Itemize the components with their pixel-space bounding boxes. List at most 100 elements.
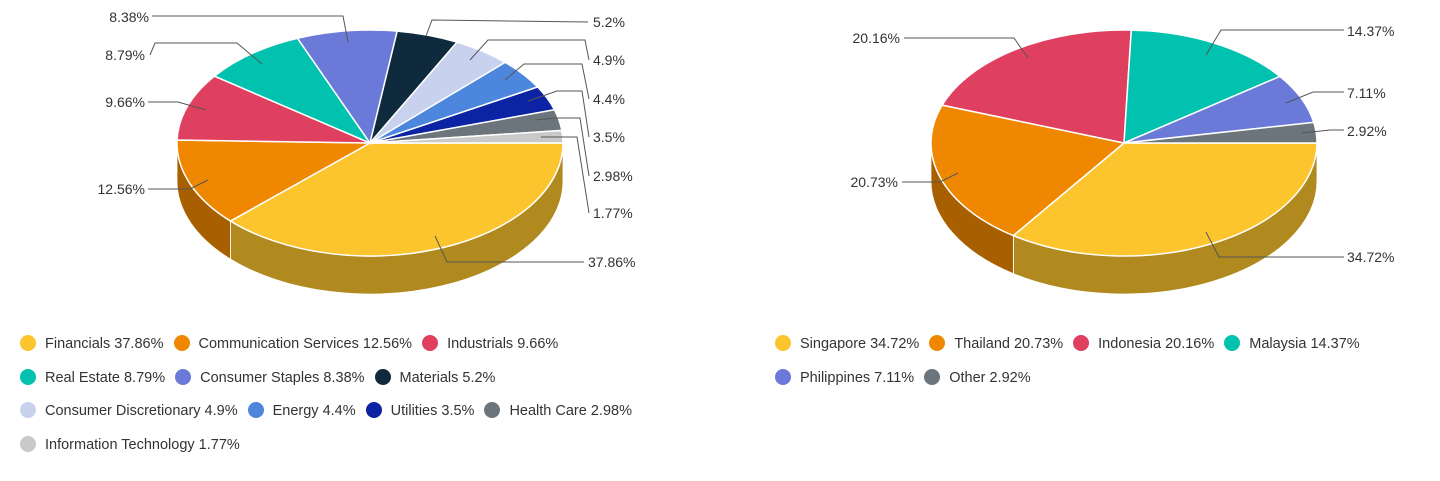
leader-line-other bbox=[1301, 129, 1344, 134]
sector-legend: Financials 37.86% Communication Services … bbox=[20, 328, 642, 462]
legend-item-singapore[interactable]: Singapore 34.72% bbox=[775, 328, 919, 362]
pie-callouts: 34.72% 20.73% 20.16% 14.37% 7.11% 2.92% bbox=[851, 23, 1395, 265]
legend-swatch bbox=[422, 335, 439, 351]
pie-chart-2: 34.72% 20.73% 20.16% 14.37% 7.11% 2.92% bbox=[851, 23, 1395, 295]
legend-label: Health Care 2.98% bbox=[509, 403, 632, 419]
legend-label: Singapore 34.72% bbox=[800, 336, 920, 352]
legend-label: Energy 4.4% bbox=[272, 403, 356, 419]
data-label-materials: 5.2% bbox=[593, 14, 625, 30]
pie-slice-industrials[interactable] bbox=[176, 75, 371, 144]
legend-label: Malaysia 14.37% bbox=[1249, 336, 1360, 352]
leader-line-indonesia bbox=[904, 37, 1029, 59]
data-label-other: 2.92% bbox=[1347, 123, 1387, 139]
legend-label: Other 2.92% bbox=[949, 369, 1031, 386]
leader-line-information-technology bbox=[541, 136, 590, 214]
legend-row: Real Estate 8.79% Consumer Staples 8.38% M… bbox=[20, 362, 642, 396]
legend-swatch bbox=[374, 368, 391, 385]
legend-item-consumer-staples[interactable]: Consumer Staples 8.38% bbox=[175, 362, 365, 396]
pie-slice-thailand[interactable] bbox=[930, 104, 1126, 237]
legend-item-indonesia[interactable]: Indonesia 20.16% bbox=[1073, 328, 1214, 362]
legend-swatch bbox=[175, 368, 192, 385]
pie-callouts: 37.86% 12.56% 9.66% 8.79% 8.38% 5.2% 4.9% 4.4% 3… bbox=[98, 9, 636, 270]
data-label-industrials: 9.66% bbox=[105, 94, 145, 110]
data-label-malaysia: 14.37% bbox=[1347, 23, 1394, 39]
leader-line-consumer-discretionary bbox=[469, 39, 590, 61]
data-label-energy: 4.4% bbox=[593, 91, 625, 107]
legend-row: Information Technology 1.77% bbox=[20, 429, 642, 463]
leader-line-thailand bbox=[902, 172, 959, 183]
legend-swatch bbox=[924, 368, 941, 385]
legend-label: Philippines 7.11% bbox=[800, 369, 915, 386]
pie-slice-financials[interactable] bbox=[228, 142, 564, 257]
leader-line-energy bbox=[504, 63, 590, 100]
legend-row: Singapore 34.72% Thailand 20.73% Indonesia… bbox=[775, 328, 1370, 362]
legend-label: Information Technology 1.77% bbox=[45, 436, 240, 453]
pie-slice-consumer-staples[interactable] bbox=[296, 29, 399, 145]
legend-label: Real Estate 8.79% bbox=[45, 369, 166, 386]
legend-label: Indonesia 20.16% bbox=[1098, 336, 1215, 352]
leader-line-materials bbox=[425, 19, 589, 37]
legend-swatch bbox=[20, 402, 36, 418]
legend-label: Thailand 20.73% bbox=[954, 336, 1064, 352]
legend-label: Utilities 3.5% bbox=[390, 403, 475, 419]
legend-swatch bbox=[20, 368, 36, 385]
legend-item-communication-services[interactable]: Communication Services 12.56% bbox=[173, 328, 413, 362]
legend-row: Consumer Discretionary 4.9% Energy 4.4% Ut… bbox=[20, 395, 642, 429]
legend-item-other[interactable]: Other 2.92% bbox=[924, 362, 1031, 396]
leader-line-consumer-staples bbox=[152, 15, 349, 43]
data-label-information-technology: 1.77% bbox=[593, 205, 633, 221]
data-label-real-estate: 8.79% bbox=[105, 47, 145, 63]
pie-slices bbox=[176, 29, 564, 257]
leader-line-malaysia bbox=[1205, 29, 1344, 56]
legend-label: Consumer Discretionary 4.9% bbox=[45, 403, 238, 419]
data-label-utilities: 3.5% bbox=[593, 129, 625, 145]
pie-slices bbox=[930, 29, 1318, 257]
leader-line-philippines bbox=[1285, 91, 1344, 104]
legend-swatch bbox=[775, 368, 791, 385]
legend-swatch bbox=[247, 402, 264, 418]
leader-line-communication-services bbox=[148, 179, 209, 190]
country-legend: Singapore 34.72% Thailand 20.73% Indonesia… bbox=[775, 328, 1370, 395]
leader-line-financials bbox=[434, 235, 584, 263]
legend-item-materials[interactable]: Materials 5.2% bbox=[374, 362, 496, 396]
leader-line-singapore bbox=[1205, 231, 1344, 258]
pie-slice-real-estate[interactable] bbox=[212, 37, 373, 145]
pie-slice-communication-services[interactable] bbox=[176, 139, 373, 222]
legend-label: Industrials 9.66% bbox=[447, 336, 559, 352]
legend-item-health-care[interactable]: Health Care 2.98% bbox=[484, 395, 632, 429]
legend-item-malaysia[interactable]: Malaysia 14.37% bbox=[1224, 328, 1360, 362]
legend-item-financials[interactable]: Financials 37.86% bbox=[20, 328, 164, 362]
data-label-philippines: 7.11% bbox=[1347, 85, 1386, 101]
legend-item-energy[interactable]: Energy 4.4% bbox=[247, 395, 356, 429]
legend-swatch bbox=[1224, 335, 1241, 351]
legend-item-real-estate[interactable]: Real Estate 8.79% bbox=[20, 362, 165, 396]
data-label-consumer-discretionary: 4.9% bbox=[593, 52, 625, 68]
legend-label: Consumer Staples 8.38% bbox=[200, 369, 365, 386]
legend-item-consumer-discretionary[interactable]: Consumer Discretionary 4.9% bbox=[20, 395, 238, 429]
legend-row: Financials 37.86% Communication Services … bbox=[20, 328, 642, 362]
pie-charts: 37.86% 12.56% 9.66% 8.79% 8.38% 5.2% 4.9% 4.4% 3… bbox=[98, 9, 1395, 295]
data-label-health-care: 2.98% bbox=[593, 168, 633, 184]
leader-line-utilities bbox=[527, 90, 590, 138]
pie-slice-malaysia[interactable] bbox=[1123, 29, 1282, 145]
data-label-communication-services: 12.56% bbox=[98, 181, 145, 197]
legend-swatch bbox=[929, 335, 946, 351]
data-label-financials: 37.86% bbox=[588, 254, 635, 270]
pie-slice-indonesia[interactable] bbox=[940, 29, 1133, 144]
pie-slice-singapore[interactable] bbox=[1011, 142, 1318, 257]
data-label-singapore: 34.72% bbox=[1347, 249, 1394, 265]
legend-label: Communication Services 12.56% bbox=[198, 336, 413, 352]
legend-row: Philippines 7.11% Other 2.92% bbox=[775, 362, 1370, 396]
leader-line-industrials bbox=[148, 101, 207, 111]
legend-item-philippines[interactable]: Philippines 7.11% bbox=[775, 362, 914, 396]
legend-item-industrials[interactable]: Industrials 9.66% bbox=[422, 328, 558, 362]
legend-swatch bbox=[484, 402, 501, 418]
data-label-indonesia: 20.16% bbox=[853, 30, 900, 46]
legend-label: Materials 5.2% bbox=[399, 369, 496, 386]
pie-slice-other[interactable] bbox=[1123, 121, 1318, 144]
legend-item-information-technology[interactable]: Information Technology 1.77% bbox=[20, 429, 240, 463]
leader-line-health-care bbox=[534, 117, 590, 177]
pie-chart-1: 37.86% 12.56% 9.66% 8.79% 8.38% 5.2% 4.9% 4.4% 3… bbox=[98, 9, 636, 295]
legend-item-thailand[interactable]: Thailand 20.73% bbox=[929, 328, 1063, 362]
legend-item-utilities[interactable]: Utilities 3.5% bbox=[365, 395, 475, 429]
